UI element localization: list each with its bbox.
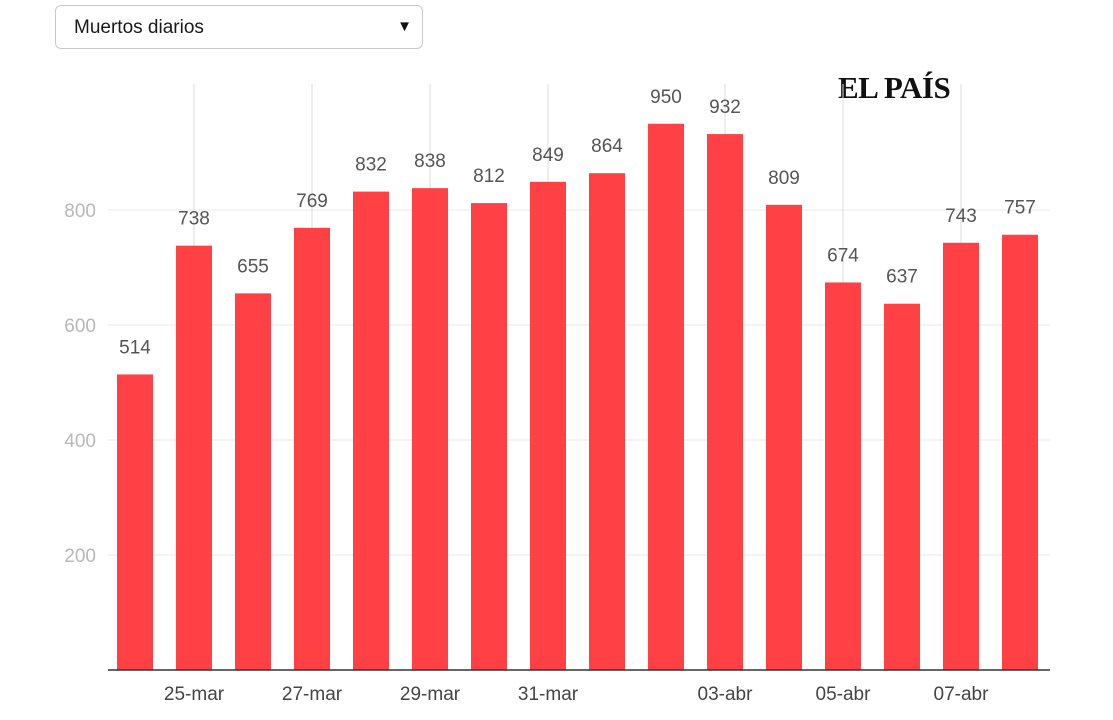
- data-label: 514: [119, 337, 151, 358]
- data-label: 738: [178, 209, 210, 230]
- data-label: 864: [591, 136, 623, 157]
- data-label-layer: 514 738 655 769 832 838 812 849 864 950 932 809 674 6…: [119, 87, 1036, 359]
- bar: [235, 293, 271, 670]
- x-tick-label: 27-mar: [282, 684, 343, 705]
- bar: [294, 227, 330, 670]
- data-label: 655: [237, 256, 269, 277]
- bar: [825, 282, 861, 670]
- x-tick-label: 29-mar: [400, 684, 461, 705]
- data-label: 743: [945, 206, 977, 227]
- data-label: 769: [296, 191, 328, 212]
- bar: [884, 303, 920, 670]
- data-label: 838: [414, 151, 446, 172]
- data-label: 757: [1004, 198, 1036, 219]
- data-label: 832: [355, 155, 387, 176]
- x-tick-label: 25-mar: [164, 684, 225, 705]
- data-label: 812: [473, 166, 505, 187]
- metric-dropdown[interactable]: Muertos diarios ▼: [55, 5, 423, 49]
- dropdown-selected-label: Muertos diarios: [74, 17, 204, 38]
- data-label: 637: [886, 267, 918, 288]
- el-pais-logo: EL PAÍS: [838, 70, 951, 105]
- bar: [176, 245, 212, 670]
- axis-layer: 200 400 600 800 25-mar 27-mar 29-mar 31-mar 03-a…: [64, 201, 1050, 705]
- bar: [766, 204, 802, 670]
- data-label: 674: [827, 245, 859, 266]
- bar: [648, 123, 684, 670]
- bar: [412, 188, 448, 670]
- bar: [353, 191, 389, 670]
- data-label: 932: [709, 97, 741, 118]
- bar: [943, 242, 979, 670]
- data-label: 809: [768, 168, 800, 189]
- data-label: 849: [532, 145, 564, 166]
- x-tick-label: 05-abr: [816, 684, 872, 705]
- data-label: 950: [650, 87, 682, 108]
- y-tick-label: 200: [64, 546, 96, 567]
- y-tick-label: 800: [64, 201, 96, 222]
- bar: [471, 203, 507, 670]
- y-tick-label: 400: [64, 431, 96, 452]
- bar: [530, 181, 566, 670]
- bar: [117, 374, 153, 670]
- x-tick-label: 07-abr: [934, 684, 990, 705]
- bar-layer: [117, 123, 1038, 671]
- bar: [707, 134, 743, 671]
- y-tick-label: 600: [64, 316, 96, 337]
- bar: [1002, 234, 1038, 670]
- x-tick-label: 31-mar: [518, 684, 579, 705]
- x-tick-label: 03-abr: [698, 684, 754, 705]
- bar: [589, 173, 625, 670]
- chevron-down-icon: ▼: [397, 18, 412, 35]
